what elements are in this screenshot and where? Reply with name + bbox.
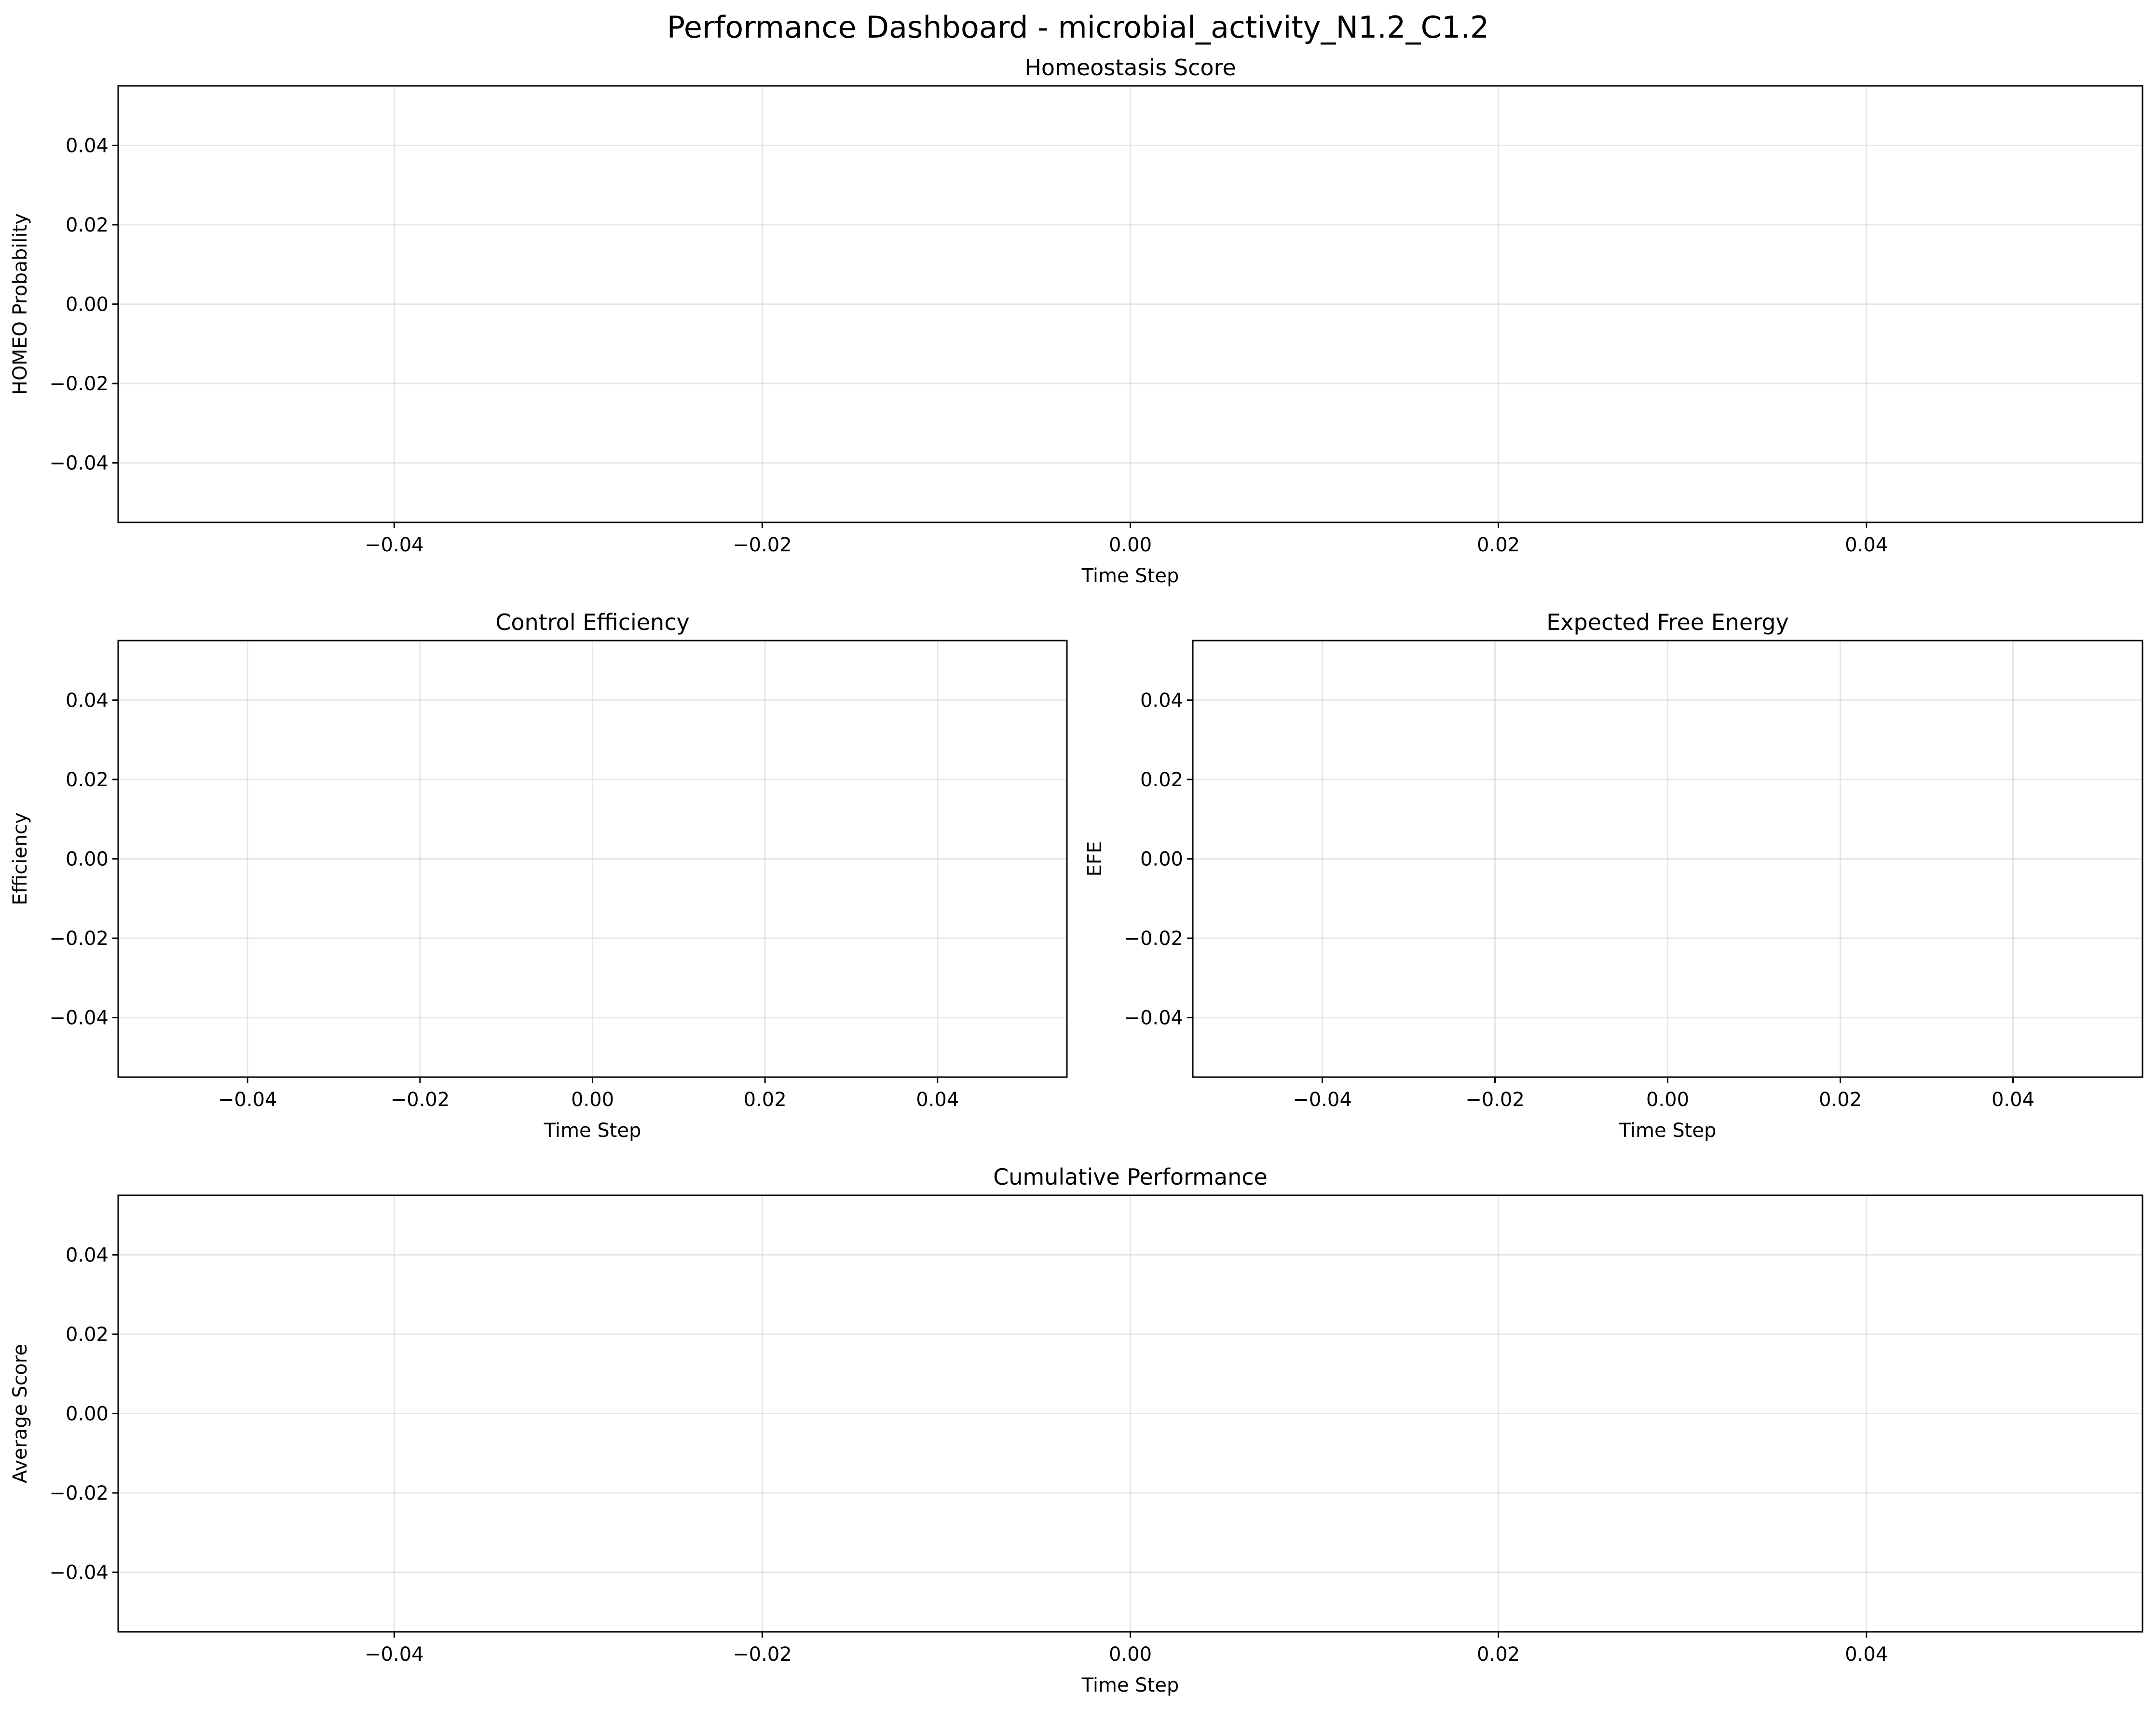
- cumulative-y-tick-label: 0.04: [66, 1244, 109, 1266]
- efe-x-tick-label: 0.04: [1992, 1089, 2034, 1111]
- cumulative-x-tick-label: 0.00: [1109, 1643, 1152, 1666]
- cumulative-x-tick-label: 0.02: [1477, 1643, 1520, 1666]
- efe-y-tick-label: 0.00: [1140, 848, 1183, 871]
- homeostasis-axes: −0.04 −0.02 0.00 0.02 0.04 −0.04 −0.02 0.00 0.02…: [9, 55, 2143, 587]
- efe-x-tick-label: 0.00: [1646, 1089, 1689, 1111]
- homeostasis-x-axis-label: Time Step: [1081, 565, 1179, 587]
- efficiency-y-tick-label: 0.04: [66, 689, 109, 711]
- efficiency-x-tick-label: −0.04: [218, 1089, 277, 1111]
- efficiency-y-axis-label: Efficiency: [9, 812, 31, 905]
- efe-y-axis-label: EFE: [1084, 841, 1106, 877]
- cumulative-title: Cumulative Performance: [993, 1164, 1268, 1190]
- cumulative-y-tick-label: 0.00: [66, 1403, 109, 1425]
- efficiency-x-tick-label: 0.02: [744, 1089, 787, 1111]
- cumulative-y-tick-label: −0.04: [49, 1562, 109, 1584]
- efficiency-x-tick-label: −0.02: [391, 1089, 450, 1111]
- efficiency-y-tick-label: −0.02: [49, 928, 109, 950]
- homeostasis-x-tick-label: 0.04: [1845, 534, 1888, 556]
- cumulative-x-tick-label: −0.02: [733, 1643, 792, 1666]
- cumulative-x-axis-label: Time Step: [1081, 1674, 1179, 1696]
- cumulative-x-tick-label: −0.04: [365, 1643, 424, 1666]
- efficiency-y-tick-label: 0.02: [66, 769, 109, 791]
- efficiency-title: Control Efficiency: [495, 609, 689, 635]
- cumulative-x-tick-label: 0.04: [1845, 1643, 1888, 1666]
- efe-y-tick-label: −0.02: [1124, 928, 1183, 950]
- efe-title: Expected Free Energy: [1546, 609, 1789, 635]
- efe-y-tick-label: −0.04: [1124, 1007, 1183, 1029]
- homeostasis-y-axis-label: HOMEO Probability: [9, 213, 31, 395]
- efe-axes: −0.04 −0.02 0.00 0.02 0.04 −0.04 −0.02 0.00 0.02…: [1084, 609, 2143, 1142]
- homeostasis-title: Homeostasis Score: [1024, 55, 1236, 81]
- homeostasis-y-tick-label: −0.02: [49, 373, 109, 395]
- homeostasis-y-tick-label: 0.04: [66, 135, 109, 157]
- dashboard-title: Performance Dashboard - microbial_activi…: [667, 10, 1489, 45]
- efficiency-y-tick-label: 0.00: [66, 848, 109, 871]
- cumulative-y-tick-label: 0.02: [66, 1324, 109, 1346]
- efficiency-axes: −0.04 −0.02 0.00 0.02 0.04 −0.04 −0.02 0.00 0.02…: [9, 609, 1068, 1142]
- efe-x-tick-label: −0.04: [1293, 1089, 1352, 1111]
- efe-x-axis-label: Time Step: [1619, 1120, 1717, 1142]
- efficiency-x-tick-label: 0.00: [571, 1089, 614, 1111]
- homeostasis-x-tick-label: −0.02: [733, 534, 792, 556]
- efficiency-x-tick-label: 0.04: [916, 1089, 959, 1111]
- axes-container: −0.04 −0.02 0.00 0.02 0.04 −0.04 −0.02 0.00 0.02…: [9, 55, 2143, 1696]
- efficiency-x-axis-label: Time Step: [544, 1120, 641, 1142]
- homeostasis-y-tick-label: 0.00: [66, 294, 109, 316]
- homeostasis-x-tick-label: 0.02: [1477, 534, 1520, 556]
- efe-y-tick-label: 0.04: [1140, 689, 1183, 711]
- homeostasis-y-tick-label: −0.04: [49, 452, 109, 475]
- homeostasis-y-tick-label: 0.02: [66, 214, 109, 236]
- efe-x-tick-label: −0.02: [1465, 1089, 1525, 1111]
- efficiency-y-tick-label: −0.04: [49, 1007, 109, 1029]
- efe-y-tick-label: 0.02: [1140, 769, 1183, 791]
- homeostasis-x-tick-label: 0.00: [1109, 534, 1152, 556]
- homeostasis-x-tick-label: −0.04: [365, 534, 424, 556]
- efe-x-tick-label: 0.02: [1819, 1089, 1862, 1111]
- cumulative-axes: −0.04 −0.02 0.00 0.02 0.04 −0.04 −0.02 0.00 0.02…: [9, 1164, 2143, 1696]
- cumulative-y-tick-label: −0.02: [49, 1482, 109, 1504]
- cumulative-y-axis-label: Average Score: [9, 1344, 31, 1483]
